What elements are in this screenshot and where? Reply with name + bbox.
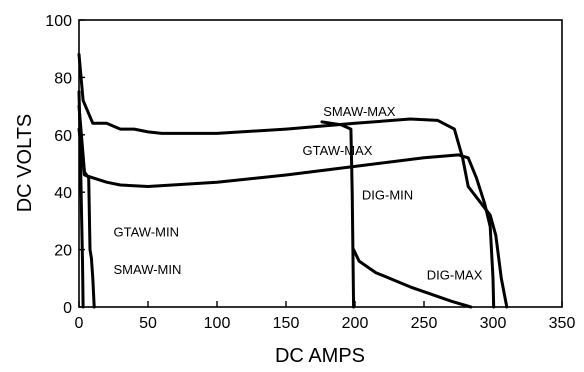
- curve-label-smaw-min: SMAW-MIN: [114, 262, 182, 277]
- x-tick-label: 100: [204, 315, 231, 332]
- x-tick-label: 300: [480, 315, 507, 332]
- series-line-dig-max: [352, 248, 473, 309]
- x-tick-label: 250: [411, 315, 438, 332]
- x-tick-label: 350: [549, 315, 576, 332]
- series-line-gtaw-min: [77, 90, 85, 309]
- curve-label-gtaw-max: GTAW-MAX: [303, 143, 373, 158]
- y-tick-label: 60: [54, 128, 72, 145]
- y-tick-label: 40: [54, 185, 72, 202]
- axis-ticks: 0 50 100 150 200 250 300 350 0 20 40 60 80 100: [45, 13, 575, 332]
- curve-label-dig-min: DIG-MIN: [362, 187, 413, 202]
- curve-labels: SMAW-MAX GTAW-MAX DIG-MIN DIG-MAX GTAW-MIN SM…: [114, 104, 483, 283]
- x-tick-label: 0: [75, 315, 84, 332]
- y-tick-label: 80: [54, 70, 72, 87]
- series-line-smaw-min: [77, 104, 96, 309]
- curve-label-dig-max: DIG-MAX: [427, 268, 483, 283]
- y-axis-title: DC VOLTS: [14, 114, 36, 213]
- x-axis-title: DC AMPS: [275, 345, 365, 367]
- x-tick-label: 150: [273, 315, 300, 332]
- x-tick-label: 50: [139, 315, 157, 332]
- series-line-dig-min: [320, 120, 356, 309]
- curve-label-gtaw-min: GTAW-MIN: [114, 225, 179, 240]
- series-line-gtaw-max: [77, 127, 496, 309]
- x-tick-label: 200: [342, 315, 369, 332]
- y-tick-label: 20: [54, 243, 72, 260]
- y-tick-label: 0: [63, 300, 72, 317]
- curves: [77, 52, 509, 309]
- curve-label-smaw-max: SMAW-MAX: [323, 104, 396, 119]
- plot-frame: [78, 19, 563, 308]
- y-tick-label: 100: [45, 13, 72, 30]
